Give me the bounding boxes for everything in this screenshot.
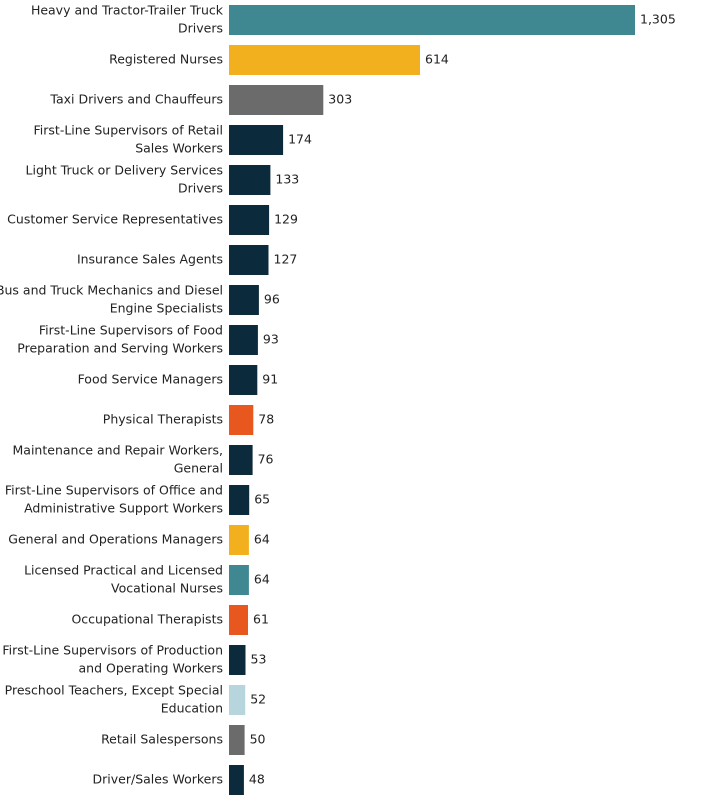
value-label: 129: [274, 212, 298, 227]
category-label-line: Occupational Therapists: [71, 612, 223, 627]
bar: [229, 165, 271, 195]
value-label: 52: [250, 692, 266, 707]
bar: [229, 325, 258, 355]
value-label: 61: [253, 612, 269, 627]
bar: [229, 85, 324, 115]
bar: [229, 525, 249, 555]
category-label-line: Drivers: [178, 181, 223, 196]
value-label: 91: [262, 372, 278, 387]
bar: [229, 245, 269, 275]
category-label: First-Line Supervisors of Food Preparatio…: [17, 323, 223, 356]
category-label-line: First-Line Supervisors of Production: [2, 643, 223, 658]
category-label: First-Line Supervisors of Production and …: [2, 643, 223, 676]
category-label: Taxi Drivers and Chauffeurs: [49, 92, 223, 107]
value-label: 127: [274, 252, 298, 267]
category-label-line: Vocational Nurses: [111, 581, 223, 596]
category-label-line: First-Line Supervisors of Retail: [34, 123, 223, 138]
category-label-line: Maintenance and Repair Workers,: [13, 443, 223, 458]
category-label: Heavy and Tractor-Trailer Truck Drivers: [31, 3, 224, 36]
value-label: 93: [263, 332, 279, 347]
category-label-line: Administrative Support Workers: [24, 501, 223, 516]
value-label: 76: [258, 452, 274, 467]
bars-group: [229, 5, 635, 795]
bar: [229, 685, 246, 715]
value-label: 50: [250, 732, 266, 747]
bar: [229, 565, 249, 595]
category-label: First-Line Supervisors of Retail Sales Wo…: [34, 123, 223, 156]
category-label-line: Insurance Sales Agents: [77, 252, 223, 267]
value-label: 64: [254, 572, 270, 587]
category-label-line: and Operating Workers: [78, 661, 223, 676]
category-label-line: Preschool Teachers, Except Special: [5, 683, 223, 698]
bar: [229, 365, 258, 395]
category-label: Insurance Sales Agents: [77, 252, 223, 267]
category-label: Retail Salespersons: [101, 732, 223, 747]
category-label: Occupational Therapists: [71, 612, 223, 627]
value-label: 614: [425, 52, 449, 67]
value-label: 174: [288, 132, 312, 147]
category-label-line: Registered Nurses: [109, 52, 223, 67]
category-label-line: Preparation and Serving Workers: [17, 341, 223, 356]
category-labels-group: Heavy and Tractor-Trailer Truck Drivers Re…: [0, 3, 224, 787]
category-label-line: Light Truck or Delivery Services: [26, 163, 223, 178]
category-label: Food Service Managers: [78, 372, 223, 387]
bar: [229, 645, 246, 675]
category-label-line: Sales Workers: [135, 141, 223, 156]
value-label: 78: [258, 412, 274, 427]
bar: [229, 765, 244, 795]
category-label-line: First-Line Supervisors of Food: [39, 323, 223, 338]
bar: [229, 405, 254, 435]
category-label-line: Retail Salespersons: [101, 732, 223, 747]
category-label: Physical Therapists: [103, 412, 223, 427]
category-label-line: Customer Service Representatives: [7, 212, 223, 227]
category-label: Light Truck or Delivery Services Drivers: [26, 163, 223, 196]
category-label: Licensed Practical and Licensed Vocationa…: [24, 563, 223, 596]
category-label: General and Operations Managers: [8, 532, 223, 547]
bar: [229, 285, 259, 315]
bar: [229, 125, 284, 155]
bar: [229, 45, 420, 75]
category-label: Maintenance and Repair Workers, General: [13, 443, 223, 476]
category-label: Driver/Sales Workers: [93, 772, 223, 787]
category-label: First-Line Supervisors of Office and Admi…: [5, 483, 223, 516]
category-label-line: Drivers: [178, 21, 223, 36]
category-label-line: Heavy and Tractor-Trailer Truck: [31, 3, 224, 18]
bar: [229, 205, 270, 235]
category-label: Registered Nurses: [109, 52, 223, 67]
category-label: Bus and Truck Mechanics and Diesel Engine…: [0, 283, 223, 316]
category-label-line: Education: [161, 701, 223, 716]
value-label: 303: [328, 92, 352, 107]
bar: [229, 445, 253, 475]
value-label: 65: [254, 492, 270, 507]
category-label-line: Taxi Drivers and Chauffeurs: [49, 92, 223, 107]
value-label: 133: [275, 172, 299, 187]
category-label-line: General and Operations Managers: [8, 532, 223, 547]
bar: [229, 725, 245, 755]
value-label: 64: [254, 532, 270, 547]
value-label: 48: [249, 772, 265, 787]
category-label: Customer Service Representatives: [7, 212, 223, 227]
value-labels-group: 1,305 614 303 174 133 129 127 96 93 91 78 76 65 64 64 6…: [249, 12, 676, 787]
bar: [229, 605, 248, 635]
bar: [229, 485, 250, 515]
value-label: 53: [251, 652, 267, 667]
category-label-line: Driver/Sales Workers: [93, 772, 223, 787]
category-label-line: Engine Specialists: [110, 301, 223, 316]
category-label-line: Bus and Truck Mechanics and Diesel: [0, 283, 223, 298]
category-label-line: Food Service Managers: [78, 372, 223, 387]
value-label: 96: [264, 292, 280, 307]
category-label: Preschool Teachers, Except Special Educat…: [5, 683, 223, 716]
category-label-line: Licensed Practical and Licensed: [24, 563, 223, 578]
bar: [229, 5, 635, 35]
category-label-line: Physical Therapists: [103, 412, 223, 427]
value-label: 1,305: [640, 12, 676, 27]
category-label-line: First-Line Supervisors of Office and: [5, 483, 223, 498]
category-label-line: General: [174, 461, 223, 476]
